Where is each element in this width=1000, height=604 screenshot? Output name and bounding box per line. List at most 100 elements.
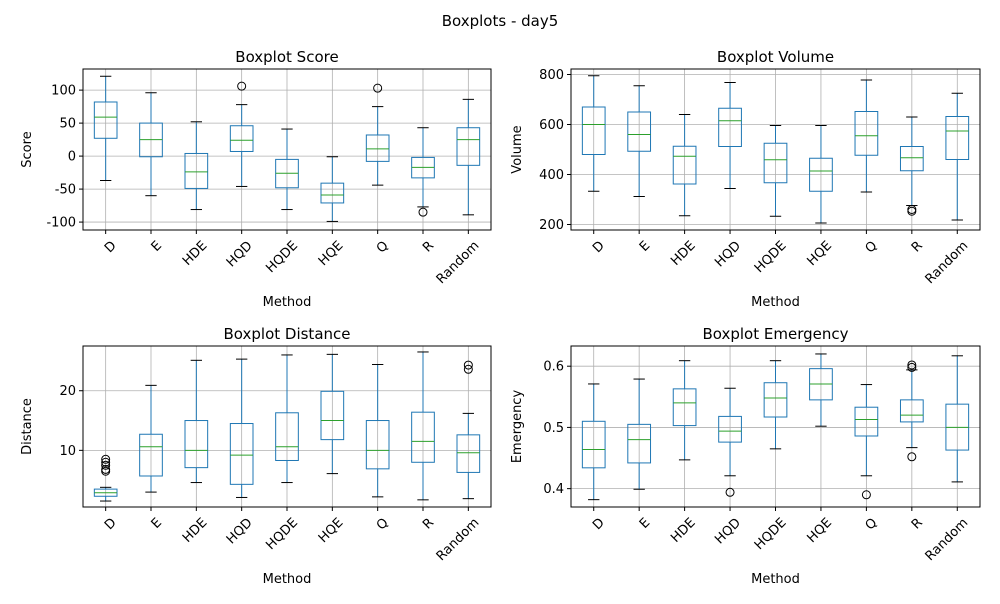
outlier-point	[463, 364, 473, 374]
box-iqr	[809, 157, 833, 192]
x-tick-label: HQD	[224, 238, 256, 270]
box-iqr	[899, 399, 924, 423]
x-tick-label: R	[420, 238, 437, 255]
x-tick-label: HQDE	[752, 515, 790, 553]
y-axis-label: Distance	[20, 398, 35, 455]
box-iqr	[672, 388, 697, 427]
outlier-point	[101, 454, 111, 464]
subplot-title: Boxplot Volume	[717, 48, 834, 66]
box-R	[899, 116, 924, 216]
x-tick-label: HQDE	[263, 515, 301, 553]
y-tick-label: 20	[59, 384, 76, 399]
box-R	[411, 127, 435, 217]
x-axis-label: Method	[263, 295, 312, 310]
outlier-point	[101, 457, 111, 467]
figure-title: Boxplots - day5	[442, 12, 559, 30]
x-tick-label: HQDE	[752, 238, 790, 276]
box-D	[581, 383, 606, 501]
y-tick-label: -100	[46, 216, 76, 231]
box-HQE	[809, 125, 833, 224]
outlier-point	[373, 83, 383, 93]
box-iqr	[763, 142, 788, 184]
subplot-title: Boxplot Emergency	[702, 325, 848, 343]
x-tick-label: HQD	[224, 515, 256, 547]
y-tick-label: 0.4	[543, 482, 564, 497]
x-tick-label: HQE	[316, 238, 347, 269]
outlier-point	[907, 362, 917, 372]
box-HQE	[320, 156, 345, 222]
box-D	[581, 75, 606, 192]
outlier-point	[237, 81, 247, 91]
box-Q	[854, 79, 879, 193]
x-tick-label: D	[590, 238, 608, 256]
y-tick-label: 50	[59, 117, 76, 132]
box-Random	[456, 98, 481, 216]
y-tick-label: 0	[68, 150, 76, 165]
subplot-title: Boxplot Score	[235, 48, 338, 66]
box-iqr	[581, 106, 606, 155]
box-HDE	[184, 121, 209, 211]
box-Q	[365, 363, 390, 498]
y-axis-label: Score	[20, 131, 35, 167]
y-tick-label: 200	[539, 218, 564, 233]
x-tick-label: E	[149, 515, 165, 531]
x-tick-label: HDE	[668, 515, 698, 545]
x-tick-label: E	[149, 238, 165, 254]
y-tick-label: 600	[539, 118, 564, 133]
box-iqr	[320, 182, 345, 204]
outlier-point	[101, 466, 111, 476]
outlier-point	[725, 487, 735, 497]
box-Random	[945, 92, 970, 221]
outlier-point	[101, 460, 111, 470]
box-iqr	[229, 423, 254, 485]
x-tick-label: R	[909, 238, 926, 255]
x-tick-label: HQDE	[263, 238, 301, 276]
box-iqr	[854, 111, 879, 156]
outlier-point	[907, 360, 917, 370]
box-HDE	[672, 114, 697, 217]
y-tick-label: 0.5	[543, 421, 564, 436]
x-tick-label: E	[637, 515, 653, 531]
x-tick-label: HDE	[180, 515, 210, 545]
box-HDE	[672, 360, 697, 461]
y-tick-label: 400	[539, 168, 564, 183]
box-iqr	[763, 382, 788, 418]
box-iqr	[456, 127, 481, 166]
box-iqr	[365, 420, 390, 470]
box-iqr	[627, 423, 652, 464]
y-tick-label: 0.6	[543, 360, 564, 375]
box-iqr	[365, 134, 390, 162]
box-iqr	[320, 390, 345, 441]
box-iqr	[581, 420, 606, 469]
x-tick-label: Random	[434, 238, 483, 287]
box-E	[627, 85, 652, 197]
box-HQDE	[763, 360, 788, 450]
x-tick-label: HDE	[180, 238, 210, 268]
box-R	[411, 351, 435, 501]
x-tick-label: Random	[923, 238, 972, 287]
box-iqr	[718, 107, 742, 147]
x-tick-label: D	[102, 238, 120, 256]
x-tick-label: Random	[923, 515, 972, 564]
x-tick-label: Q	[863, 238, 881, 256]
x-tick-label: D	[590, 515, 608, 533]
box-Random	[456, 360, 481, 500]
y-tick-label: -50	[55, 183, 76, 198]
box-HQD	[229, 81, 254, 187]
box-D	[93, 454, 118, 502]
outlier-point	[907, 206, 917, 216]
box-iqr	[184, 152, 209, 189]
box-HQDE	[763, 125, 788, 217]
outlier-point	[463, 360, 473, 370]
y-axis-label: Emergency	[510, 390, 525, 464]
subplot-title: Boxplot Distance	[224, 325, 351, 343]
x-tick-label: R	[909, 515, 926, 532]
box-iqr	[456, 434, 481, 473]
outlier-point	[418, 207, 428, 217]
y-tick-label: 100	[51, 84, 76, 99]
box-iqr	[945, 116, 970, 160]
box-Q	[854, 384, 879, 500]
